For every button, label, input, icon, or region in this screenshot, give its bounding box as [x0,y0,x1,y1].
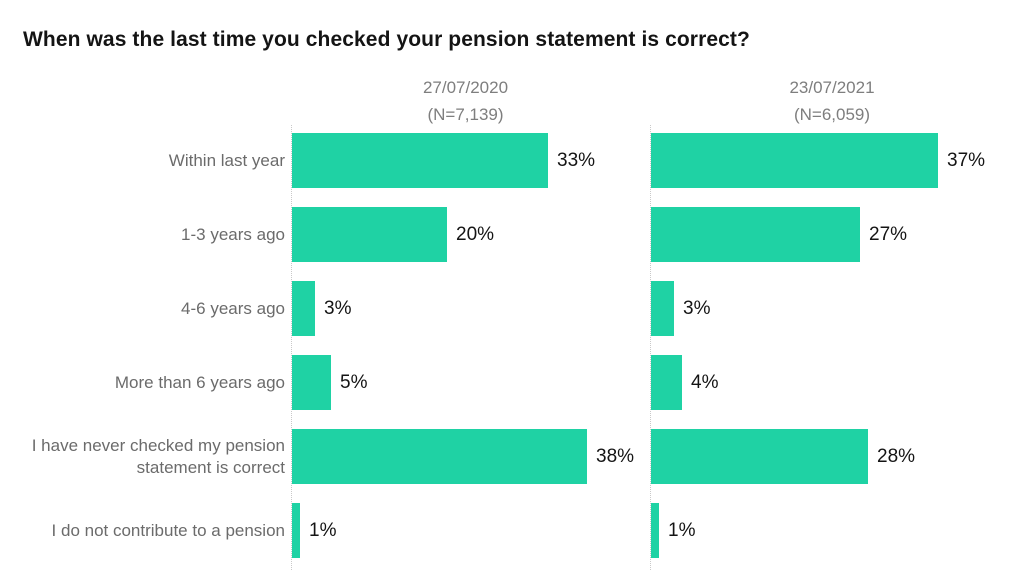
category-label: 4-6 years ago [181,298,285,318]
category-label: I do not contribute to a pension [51,520,285,540]
bar [292,207,447,262]
value-label: 37% [947,149,986,171]
bar-panel-2021: 37% 27% 3% 4% 28% 1% [650,125,1014,570]
value-label: 20% [456,223,495,245]
column-header-2021: 23/07/2021 (N=6,059) [650,74,1014,128]
category-labels: Within last year 1-3 years ago 4-6 years a… [0,125,285,570]
sample-size-2020: (N=7,139) [427,105,504,124]
value-label: 33% [557,149,596,171]
value-label: 38% [596,445,635,467]
bar [292,503,300,558]
category-label: I have never checked my pension statemen… [31,435,285,477]
bar [292,281,315,336]
column-header-2020: 27/07/2020 (N=7,139) [291,74,640,128]
bar [651,133,938,188]
bar [292,429,587,484]
value-label: 4% [691,371,719,393]
category-label: 1-3 years ago [181,224,285,244]
bar [292,133,548,188]
bar [651,355,682,410]
chart-title: When was the last time you checked your … [23,28,750,51]
bar [292,355,331,410]
value-label: 27% [869,223,908,245]
bar-panel-2020: 33% 20% 3% 5% 38% 1% [291,125,640,570]
bar [651,503,659,558]
value-label: 28% [877,445,916,467]
category-label: Within last year [168,150,285,170]
survey-date-2020: 27/07/2020 [422,78,509,97]
value-label: 3% [683,297,711,319]
sample-size-2021: (N=6,059) [793,105,871,124]
value-label: 1% [668,519,696,541]
bar [651,281,674,336]
bar [651,429,868,484]
value-label: 3% [324,297,352,319]
category-label: More than 6 years ago [114,372,285,392]
value-label: 5% [340,371,368,393]
survey-date-2021: 23/07/2021 [789,78,875,97]
bar [651,207,860,262]
value-label: 1% [309,519,337,541]
